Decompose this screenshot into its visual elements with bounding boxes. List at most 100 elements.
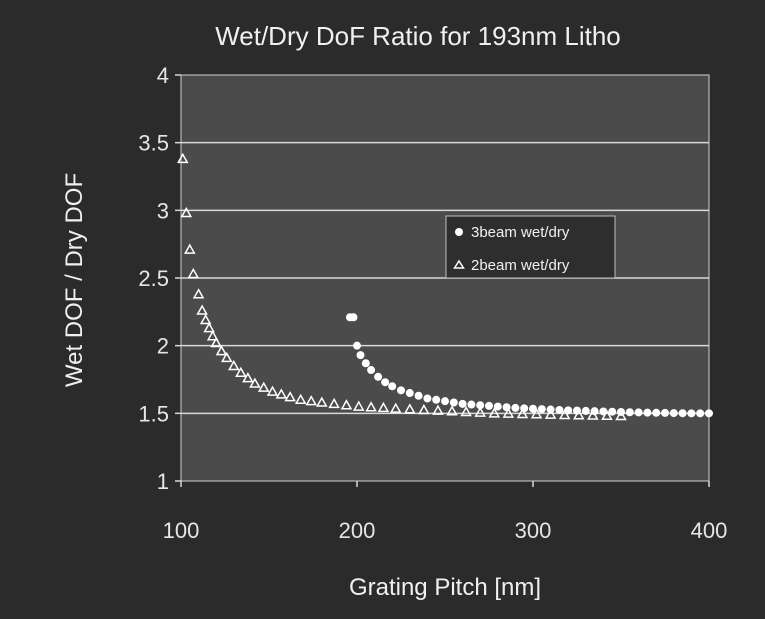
y-tick-label: 2 <box>157 334 169 359</box>
data-point-2beam <box>257 381 270 392</box>
data-point-2beam <box>615 410 627 421</box>
data-point-2beam <box>601 409 613 421</box>
data-point-3beam <box>643 408 652 417</box>
data-point-3beam <box>599 407 608 416</box>
data-point-2beam <box>316 396 328 407</box>
data-point-2beam <box>184 243 196 254</box>
data-point-3beam <box>432 395 441 404</box>
data-point-2beam <box>196 304 208 315</box>
data-point-2beam <box>305 395 318 406</box>
data-point-2beam <box>242 372 254 383</box>
data-point-3beam <box>423 394 432 403</box>
legend-marker-3beam <box>455 228 463 236</box>
legend-label-2beam: 2beam wet/dry <box>471 257 570 274</box>
data-point-3beam <box>356 351 365 360</box>
data-point-2beam <box>544 408 557 419</box>
data-point-3beam <box>696 409 705 418</box>
data-point-2beam <box>235 366 247 377</box>
data-point-3beam <box>669 409 678 418</box>
data-point-2beam <box>558 408 571 420</box>
data-point-2beam <box>516 407 529 419</box>
data-point-3beam <box>374 372 383 381</box>
data-point-3beam <box>590 407 599 416</box>
data-point-3beam <box>458 399 467 408</box>
data-point-3beam <box>511 403 520 412</box>
y-tick-label: 1 <box>157 469 169 494</box>
data-point-3beam <box>537 405 546 414</box>
data-point-2beam <box>228 359 240 371</box>
data-point-3beam <box>388 382 397 391</box>
series-2beam <box>176 152 627 421</box>
data-point-3beam <box>441 397 449 406</box>
y-axis-ticks: 1 1.5 2 2.5 3 3.5 4 <box>138 63 181 494</box>
data-point-2beam <box>249 377 261 388</box>
legend: 3beam wet/dry 2beam wet/dry <box>445 215 616 279</box>
data-point-2beam <box>176 152 189 164</box>
data-point-2beam <box>432 404 444 415</box>
data-point-2beam <box>474 406 486 417</box>
data-point-3beam <box>449 398 458 407</box>
data-point-2beam <box>203 322 215 333</box>
data-point-2beam <box>328 397 340 409</box>
data-point-2beam <box>284 391 296 402</box>
data-point-3beam <box>485 401 493 410</box>
data-point-3beam <box>555 405 564 414</box>
data-point-3beam <box>502 403 511 412</box>
data-point-2beam <box>377 401 390 413</box>
data-point-2beam <box>488 407 501 418</box>
data-point-3beam <box>652 408 661 417</box>
data-point-2beam <box>220 351 233 363</box>
legend-marker-2beam <box>453 259 465 269</box>
data-point-3beam <box>353 341 361 350</box>
data-point-3beam <box>467 400 476 409</box>
data-point-3beam <box>493 402 502 411</box>
grid-lines <box>181 141 709 415</box>
data-point-3beam <box>361 359 370 368</box>
data-point-3beam <box>661 408 669 417</box>
data-point-3beam <box>397 386 405 395</box>
x-axis-label: Grating Pitch [nm] <box>349 574 541 601</box>
data-point-3beam <box>546 405 555 414</box>
data-point-3beam <box>520 404 529 413</box>
data-point-3beam <box>617 407 625 416</box>
data-point-2beam <box>266 385 279 396</box>
y-tick-label: 3 <box>157 198 169 223</box>
data-point-2beam <box>389 402 402 413</box>
data-point-2beam <box>530 408 543 419</box>
x-tick-label: 400 <box>691 518 728 543</box>
legend-label-3beam: 3beam wet/dry <box>471 224 570 241</box>
data-point-3beam <box>564 406 573 415</box>
data-point-2beam <box>340 399 353 410</box>
data-point-3beam <box>367 366 376 375</box>
x-axis-ticks: 100 200 300 400 <box>163 481 728 543</box>
data-point-3beam <box>349 313 358 322</box>
data-point-3beam <box>625 408 634 417</box>
data-point-3beam <box>381 378 390 387</box>
data-point-3beam <box>573 406 581 415</box>
data-point-2beam <box>404 403 416 414</box>
data-point-2beam <box>192 288 205 299</box>
y-tick-label: 1.5 <box>138 401 169 426</box>
data-point-3beam <box>705 409 713 418</box>
chart-title: Wet/Dry DoF Ratio for 193nm Litho <box>215 21 621 51</box>
data-point-3beam <box>405 389 414 398</box>
data-point-2beam <box>294 393 307 405</box>
data-point-2beam <box>460 405 472 417</box>
data-point-3beam <box>687 409 696 418</box>
data-point-2beam <box>365 401 377 412</box>
data-point-3beam <box>414 391 423 400</box>
data-point-2beam <box>187 267 200 279</box>
data-point-2beam <box>206 330 219 341</box>
data-point-3beam <box>678 409 687 418</box>
data-point-2beam <box>199 313 212 325</box>
y-tick-label: 3.5 <box>138 131 169 156</box>
data-point-2beam <box>210 336 222 348</box>
data-point-3beam <box>634 408 643 417</box>
data-point-2beam <box>502 407 515 418</box>
data-point-2beam <box>418 403 430 415</box>
data-point-3beam <box>608 407 617 416</box>
data-point-2beam <box>275 388 288 399</box>
x-tick-label: 100 <box>163 518 200 543</box>
y-tick-label: 4 <box>157 63 169 88</box>
